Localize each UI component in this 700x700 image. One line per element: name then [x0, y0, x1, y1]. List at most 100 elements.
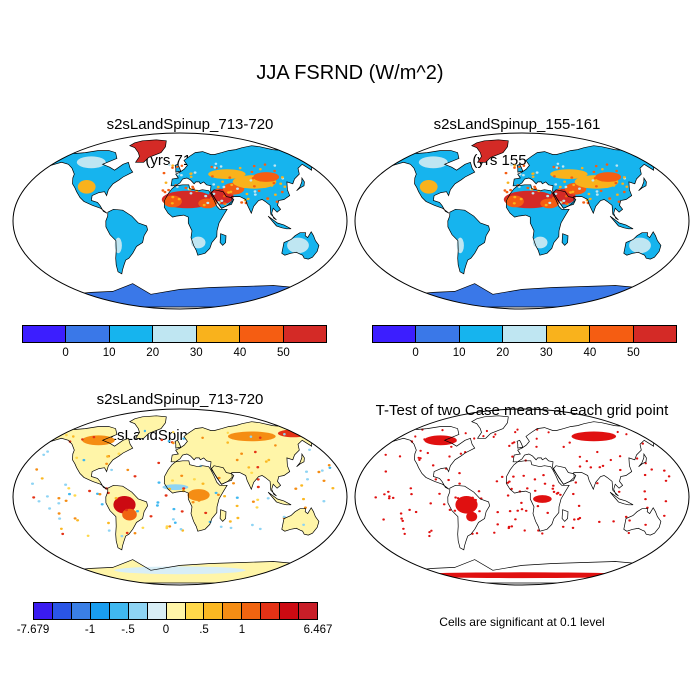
speckle [201, 436, 204, 439]
speckle [442, 503, 446, 506]
panel-title-bottom-right: T-Test of two Case means at each grid po… [352, 384, 692, 438]
speckle [578, 516, 582, 520]
legend-bar-top-left [22, 325, 327, 343]
speckle [171, 164, 174, 167]
speckle [621, 182, 625, 185]
speckle [592, 170, 596, 174]
speckle [617, 200, 621, 203]
speckle [458, 482, 461, 485]
speckle [644, 498, 647, 501]
speckle [614, 181, 618, 185]
map-border [354, 408, 690, 586]
speckle [571, 190, 575, 193]
legend-tick-label: 30 [189, 347, 203, 359]
speckle [531, 175, 535, 178]
legend-tick-label: -.5 [121, 624, 135, 636]
speckle [211, 175, 214, 178]
speckle [516, 428, 519, 431]
speckle [524, 509, 528, 512]
east-siberia-region [277, 429, 310, 438]
speckle [535, 445, 538, 448]
legend-color-cell [90, 603, 110, 619]
legend-color-cell [280, 603, 300, 619]
speckle [434, 478, 438, 481]
legend-tick-label: 0 [62, 347, 69, 359]
speckle [230, 183, 234, 187]
speckle [382, 518, 385, 521]
speckle [478, 510, 481, 513]
speckle [619, 468, 622, 472]
speckle [518, 173, 522, 176]
speckle [110, 468, 113, 472]
speckle [216, 493, 220, 496]
speckle [294, 487, 298, 490]
speckle [133, 532, 137, 535]
antarctic-blue [114, 566, 246, 575]
speckle [625, 185, 629, 188]
speckle [236, 187, 239, 190]
speckle [258, 527, 262, 531]
speckle [664, 500, 668, 503]
speckle [495, 480, 499, 483]
australia-interior-region [287, 237, 309, 254]
speckle [601, 168, 604, 171]
speckle [157, 461, 161, 465]
speckle [582, 201, 586, 204]
speckle [81, 438, 84, 441]
coastline-arabia [211, 465, 235, 485]
speckle [448, 455, 451, 458]
coastline-australia [623, 507, 662, 536]
panel-title-line1: T-Test of two Case means at each grid po… [375, 402, 669, 419]
speckle [399, 512, 403, 515]
speckle [454, 439, 457, 443]
speckle [219, 165, 223, 168]
speckle [189, 192, 193, 195]
speckle [485, 429, 488, 433]
legend-color-cell [109, 326, 154, 342]
speckle [544, 203, 548, 207]
speckle [57, 497, 61, 500]
speckle [98, 493, 102, 496]
map-top-left [12, 132, 348, 310]
speckle [516, 509, 519, 512]
speckle [204, 194, 208, 198]
speckle [613, 178, 617, 182]
speckle [266, 497, 270, 500]
speckle [570, 176, 574, 179]
speckle [222, 195, 226, 198]
speckle [303, 506, 307, 509]
panel-title-line1: s2sLandSpinup_713-720 [96, 391, 264, 408]
speckle [283, 433, 286, 436]
coastline-northAmerica [46, 150, 134, 214]
speckle [214, 162, 218, 165]
map-border [12, 132, 348, 310]
speckle [387, 497, 391, 500]
speckle [493, 531, 496, 534]
speckle [229, 526, 233, 530]
speckle [441, 429, 444, 432]
speckle [663, 514, 666, 517]
speckle [564, 185, 568, 189]
speckle [644, 523, 647, 526]
speckle [533, 478, 537, 481]
speckle [598, 466, 602, 469]
speckle [546, 194, 550, 198]
speckle [57, 512, 61, 515]
speckle [418, 458, 421, 461]
speckle [400, 517, 403, 520]
legend-color-cell [128, 603, 148, 619]
landmass-madagascar [562, 233, 568, 246]
legend-color-cell [223, 603, 243, 619]
speckle [555, 492, 559, 495]
speckle [141, 526, 145, 529]
speckle [193, 171, 197, 174]
legend-ticks-bottom-left: -7.679 -1 -.5 0 .5 1 6.467 [17, 624, 333, 640]
landmass-madagascar [562, 509, 568, 522]
speckle [222, 202, 226, 205]
speckle [612, 520, 615, 523]
speckle [510, 525, 514, 528]
speckle [564, 202, 568, 205]
coastline-arabia [211, 189, 235, 209]
speckle [512, 204, 516, 207]
speckle [280, 190, 284, 194]
